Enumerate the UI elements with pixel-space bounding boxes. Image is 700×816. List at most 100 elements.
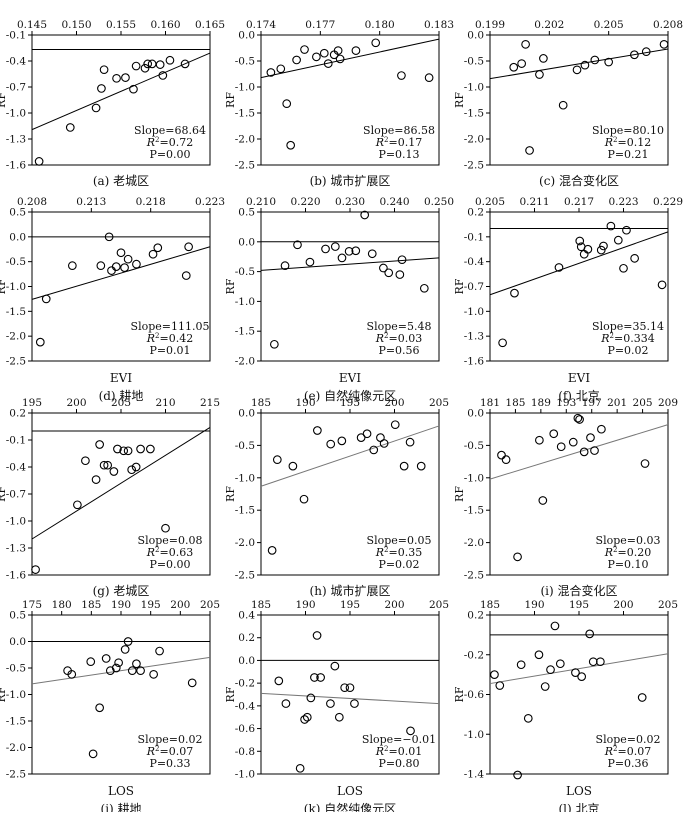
data-point [306,693,316,703]
y-tick-label: 0.0 [467,30,484,42]
x-tick-label: 189 [531,397,551,409]
y-tick-label: -0.2 [464,649,484,661]
data-point [335,54,345,64]
data-point [41,294,51,304]
data-point [88,749,98,759]
data-point [360,210,370,220]
r-squared-exponent: 2 [384,136,388,144]
data-point [590,55,600,65]
data-point [323,59,333,68]
trend-line [31,656,211,685]
y-tick-label: 0.2 [467,610,484,622]
data-point [513,770,522,780]
data-point [330,242,340,251]
x-tick-label: 185 [251,599,271,611]
data-point [539,54,548,63]
r-squared-value: =0.42 [160,332,194,345]
r-squared-value: =0.334 [614,332,655,345]
data-point [604,57,614,67]
data-point [116,248,126,258]
data-point [405,437,415,447]
data-point [549,429,559,439]
data-point [267,546,277,555]
data-point [495,681,505,690]
y-tick-label: -0.5 [235,266,255,278]
data-point [599,241,608,251]
data-point [165,55,175,65]
y-tick-label: 0.0 [9,636,26,648]
x-tick-label: 0.218 [136,196,166,208]
data-point [312,52,321,62]
x-tick-label: 0.174 [246,19,276,31]
x-tick-label: 205 [111,397,131,409]
data-point [295,763,305,773]
r-squared-symbol: R [146,546,155,559]
data-point [321,244,330,254]
data-point [300,715,309,724]
r-squared-label: R2=0.12 [604,136,651,149]
x-tick-label: 0.250 [424,196,454,208]
x-tick-label: 0.220 [290,196,320,208]
x-tick-label: 200 [384,397,404,409]
y-tick-label: 0.5 [9,207,26,219]
x-tick-label: 190 [295,599,315,611]
data-point [640,459,650,468]
y-tick-label: -1.0 [235,82,255,94]
slope-label: Slope=80.10 [592,124,664,137]
x-tick-label: 205 [429,397,449,409]
y-tick-label: -2.5 [235,570,255,582]
data-point [498,338,507,348]
p-value-label: P=0.01 [149,344,190,357]
chart-panel: 0.174 0.177 0.180 0.183 0.0 -0.5 -1.0 -1.5 -2.0 -… [224,19,454,188]
data-point [558,100,568,110]
trend-line [260,692,440,705]
y-tick-label: -0.1 [464,231,484,243]
x-tick-label: 181 [480,397,500,409]
data-point [390,420,400,430]
data-point [313,426,322,435]
data-point [99,460,109,470]
p-value-label: P=0.80 [378,757,419,770]
data-point [129,84,138,94]
r-squared-label: R2=0.01 [375,745,422,758]
data-point [619,263,628,273]
y-axis-label: RF [453,92,466,108]
data-point [586,433,595,442]
data-point [34,157,44,166]
data-point [35,337,45,347]
x-tick-label: 185 [480,599,500,611]
data-point [111,262,121,271]
data-point [369,445,379,455]
r-squared-value: =0.01 [389,745,423,758]
x-tick-label: 209 [658,397,678,409]
data-point [588,657,598,667]
data-point [132,659,141,669]
data-point [111,663,121,673]
data-point [367,249,377,259]
y-tick-label: -1.5 [6,306,26,318]
x-tick-label: 210 [155,397,175,409]
r-squared-value: =0.03 [389,332,423,345]
data-point [272,455,282,465]
data-point [579,249,589,259]
data-point [416,461,426,471]
data-point [103,460,112,470]
data-point [95,703,104,713]
r-squared-value: =0.07 [160,745,194,758]
y-tick-label: -0.6 [464,689,485,701]
x-tick-label: 200 [170,599,190,611]
data-point [184,242,193,252]
data-point [96,261,106,270]
data-point [127,666,137,676]
data-point [91,103,101,113]
y-tick-label: -1.0 [464,82,484,94]
r-squared-label: R2=0.63 [146,546,193,559]
x-tick-label: 193 [556,397,576,409]
data-point [535,70,544,79]
data-point [67,670,77,679]
panel-caption: (l) 北京 [558,802,599,812]
r-squared-exponent: 2 [155,136,159,144]
data-point [73,500,82,510]
y-tick-label: -1.6 [6,160,27,172]
x-tick-label: 195 [340,599,360,611]
